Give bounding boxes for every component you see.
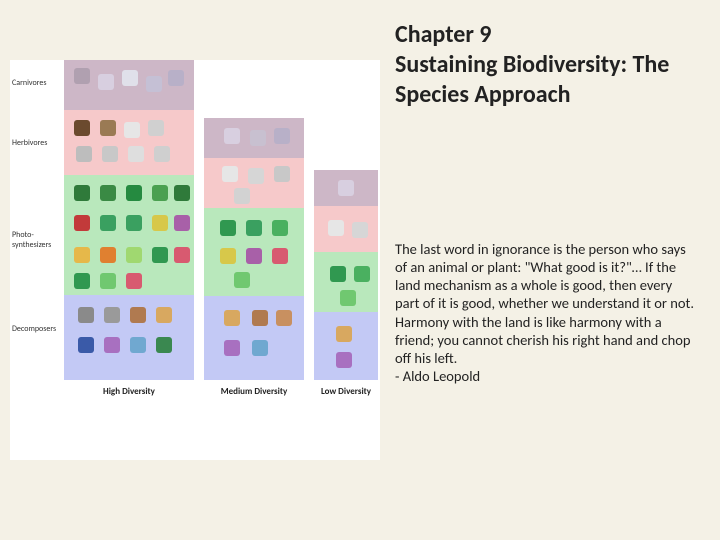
row-label: Decomposers (12, 324, 56, 334)
organism-icon (274, 166, 290, 182)
organism-icon (248, 168, 264, 184)
biodiversity-diagram: Carnivores Herbivores Photo-synthesizers De… (10, 60, 380, 460)
organism-icon (122, 70, 138, 86)
organism-icon (272, 248, 288, 264)
organism-icon (156, 307, 172, 323)
chapter-quote: The last word in ignorance is the person… (395, 240, 705, 385)
organism-icon (74, 120, 90, 136)
organism-icon (234, 272, 250, 288)
organism-icon (102, 146, 118, 162)
organism-icon (130, 307, 146, 323)
organism-icon (146, 76, 162, 92)
organism-icon (74, 185, 90, 201)
row-label: Herbivores (12, 138, 47, 148)
organism-icon (276, 310, 292, 326)
trophic-band (64, 175, 194, 295)
diversity-column: Low Diversity (314, 170, 378, 380)
organism-icon (78, 337, 94, 353)
organism-icon (328, 220, 344, 236)
columns-group: High DiversityMedium DiversityLow Divers… (64, 60, 380, 460)
organism-icon (126, 215, 142, 231)
organism-icon (104, 307, 120, 323)
organism-icon (152, 215, 168, 231)
organism-icon (250, 130, 266, 146)
organism-icon (126, 247, 142, 263)
organism-icon (78, 307, 94, 323)
chapter-title: Sustaining Biodiversity: The Species App… (395, 50, 705, 110)
organism-icon (336, 352, 352, 368)
organism-icon (100, 185, 116, 201)
organism-icon (100, 247, 116, 263)
organism-icon (128, 146, 144, 162)
organism-icon (174, 185, 190, 201)
diversity-column: High Diversity (64, 60, 194, 380)
chapter-number: Chapter 9 (395, 20, 705, 50)
trophic-band (64, 60, 194, 110)
organism-icon (246, 220, 262, 236)
organism-icon (274, 128, 290, 144)
column-title: Medium Diversity (204, 386, 304, 402)
trophic-band (204, 208, 304, 296)
organism-icon (74, 215, 90, 231)
trophic-band (314, 312, 378, 380)
organism-icon (174, 247, 190, 263)
organism-icon (352, 222, 368, 238)
row-label: Photo-synthesizers (12, 230, 51, 250)
organism-icon (340, 290, 356, 306)
organism-icon (152, 247, 168, 263)
organism-icon (74, 247, 90, 263)
organism-icon (252, 310, 268, 326)
trophic-band (204, 118, 304, 158)
trophic-band (314, 170, 378, 206)
row-label: Carnivores (12, 78, 46, 88)
organism-icon (272, 220, 288, 236)
organism-icon (354, 266, 370, 282)
organism-icon (338, 180, 354, 196)
organism-icon (220, 220, 236, 236)
organism-icon (222, 166, 238, 182)
organism-icon (100, 120, 116, 136)
diversity-column: Medium Diversity (204, 118, 304, 380)
trophic-band (204, 158, 304, 208)
organism-icon (246, 248, 262, 264)
text-content: Chapter 9 Sustaining Biodiversity: The S… (395, 20, 705, 385)
organism-icon (98, 74, 114, 90)
organism-icon (148, 120, 164, 136)
organism-icon (74, 68, 90, 84)
organism-icon (126, 185, 142, 201)
organism-icon (130, 337, 146, 353)
organism-icon (100, 273, 116, 289)
trophic-band (64, 110, 194, 175)
organism-icon (124, 122, 140, 138)
organism-icon (224, 340, 240, 356)
column-title: High Diversity (64, 386, 194, 402)
organism-icon (220, 248, 236, 264)
organism-icon (104, 337, 120, 353)
organism-icon (224, 128, 240, 144)
organism-icon (224, 310, 240, 326)
trophic-band (204, 296, 304, 380)
trophic-band (64, 295, 194, 380)
organism-icon (152, 185, 168, 201)
organism-icon (336, 326, 352, 342)
organism-icon (252, 340, 268, 356)
organism-icon (154, 146, 170, 162)
organism-icon (330, 266, 346, 282)
organism-icon (156, 337, 172, 353)
organism-icon (168, 70, 184, 86)
organism-icon (76, 146, 92, 162)
organism-icon (126, 273, 142, 289)
organism-icon (74, 273, 90, 289)
trophic-band (314, 252, 378, 312)
organism-icon (100, 215, 116, 231)
organism-icon (234, 188, 250, 204)
column-title: Low Diversity (314, 386, 378, 402)
organism-icon (174, 215, 190, 231)
trophic-band (314, 206, 378, 252)
